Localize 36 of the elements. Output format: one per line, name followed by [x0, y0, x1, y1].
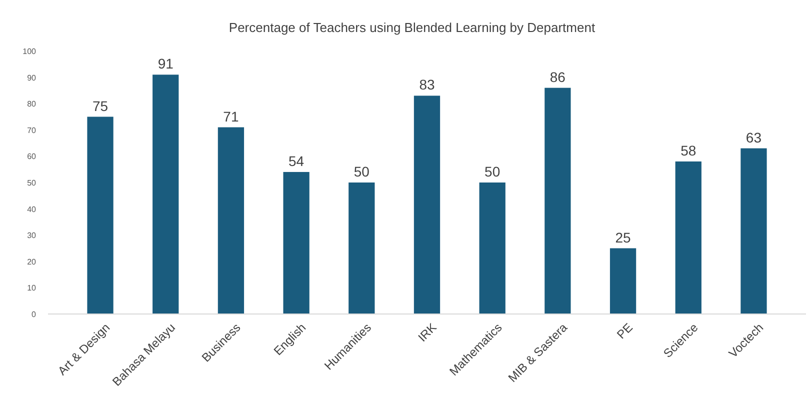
x-tick-label: PE: [614, 320, 636, 342]
bar: [740, 148, 767, 314]
chart-title: Percentage of Teachers using Blended Learning by Department: [228, 20, 596, 35]
y-tick-label: 50: [27, 178, 37, 188]
data-label: 50: [354, 164, 370, 180]
bar: [610, 248, 636, 314]
y-tick-label: 90: [27, 73, 37, 82]
data-label: 83: [419, 76, 435, 93]
y-tick-label: 20: [27, 257, 37, 266]
bar: [348, 182, 375, 314]
bar: [479, 182, 506, 314]
data-label: 54: [288, 152, 304, 169]
data-label: 91: [158, 56, 174, 72]
y-tick-label: 100: [22, 47, 37, 56]
bar: [218, 127, 244, 314]
data-label: 50: [484, 164, 500, 180]
y-tick-label: 40: [27, 204, 37, 214]
data-label: 86: [550, 68, 566, 85]
data-label: 58: [680, 142, 696, 158]
bar: [544, 88, 571, 314]
data-label: 71: [223, 108, 239, 124]
y-tick-label: 10: [27, 284, 37, 293]
data-label: 25: [615, 229, 632, 246]
y-tick-label: 80: [27, 100, 37, 109]
bar: [87, 116, 114, 314]
bar: [414, 96, 440, 314]
data-label: 75: [92, 98, 108, 114]
bar: [675, 161, 702, 314]
y-tick-label: 30: [27, 231, 37, 240]
bar: [283, 172, 310, 314]
bar: [152, 74, 179, 314]
x-tick-label: IRK: [415, 320, 440, 344]
data-label: 63: [746, 129, 762, 146]
y-tick-label: 0: [32, 310, 37, 319]
y-tick-label: 60: [27, 152, 37, 162]
y-tick-label: 70: [27, 126, 37, 135]
